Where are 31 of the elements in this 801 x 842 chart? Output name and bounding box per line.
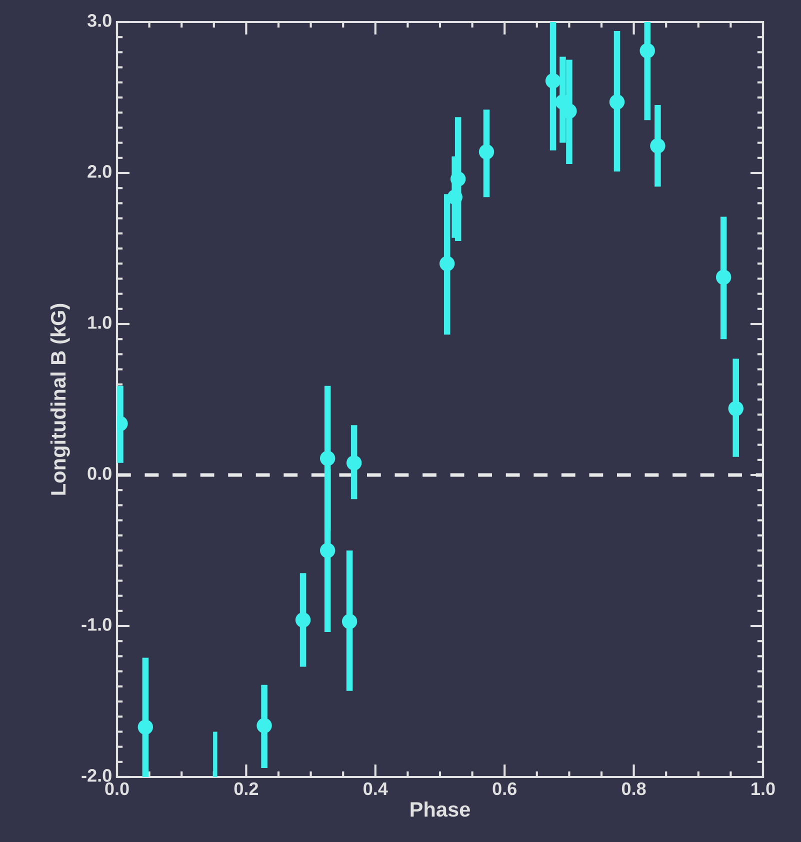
point [609,94,625,110]
point [728,400,744,416]
point [450,171,466,187]
y-tick-label: -1.0 [82,618,112,631]
x-tick-label: 0.2 [234,782,258,796]
point [256,718,272,734]
point [545,73,561,88]
x-tick-label: 0.4 [364,782,388,796]
point [320,450,336,466]
point [346,455,362,471]
x-tick-label: 0.8 [622,782,646,796]
y-axis-title: Longitudinal B (kG) [50,304,70,495]
point [320,542,336,558]
x-tick-label: 0.0 [105,782,129,796]
point [440,256,455,272]
x-tick-label: 1.0 [752,782,775,796]
y-tick-label: 0.0 [88,467,112,480]
point [640,43,655,58]
point [447,190,462,205]
point [138,720,154,735]
point [295,612,311,628]
x-axis-title: Phase [410,801,470,817]
y-tick-label: 3.0 [87,14,112,27]
y-tick-label: 2.0 [88,165,112,178]
point [342,614,358,630]
y-tick-label: 1.0 [88,316,112,329]
point [716,270,732,285]
point [478,144,494,160]
point [650,138,666,154]
y-tick-label: -2.0 [82,769,112,782]
x-tick-label: 0.6 [492,782,516,796]
